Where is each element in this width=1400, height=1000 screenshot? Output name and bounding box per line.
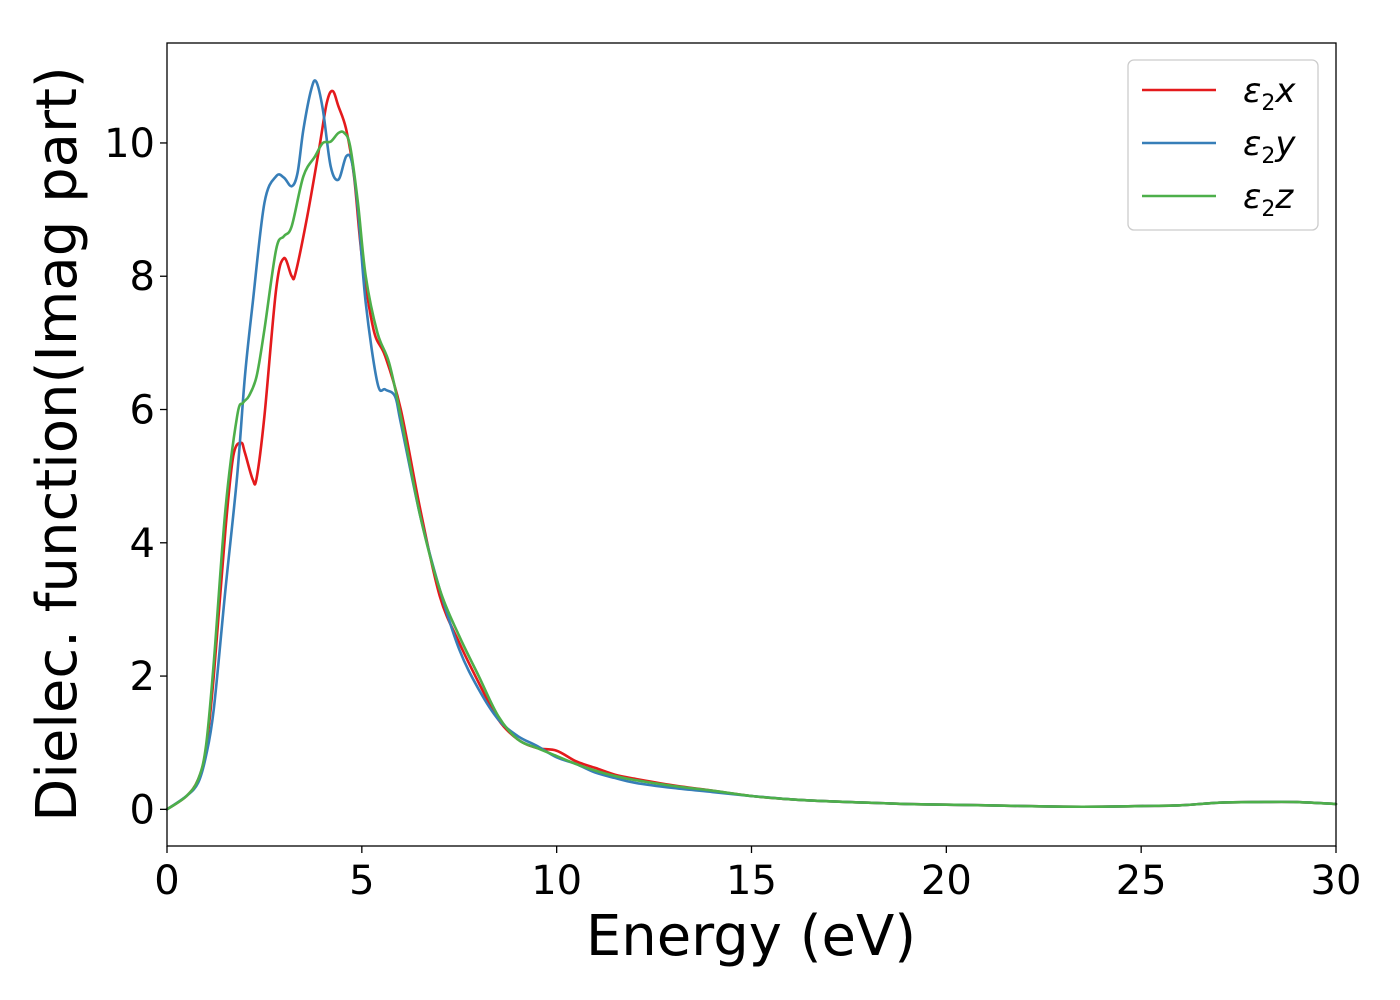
legend: ε2x ε2y ε2z (1127, 59, 1319, 231)
x-tick-label: 30 (1311, 858, 1362, 904)
x-tick-label: 15 (726, 858, 777, 904)
x-tick-label: 0 (154, 858, 179, 904)
legend-label-x: ε2x (1243, 71, 1296, 116)
legend-items: ε2x ε2y ε2z (1142, 71, 1296, 222)
legend-label-z: ε2z (1243, 177, 1294, 222)
series-line-z (165, 130, 1338, 811)
y-tick-label: 8 (130, 254, 155, 300)
x-axis-ticks: 0 5 10 15 20 25 30 (154, 846, 1361, 904)
y-tick-label: 10 (104, 121, 155, 167)
y-tick-label: 4 (130, 521, 155, 567)
y-axis-ticks: 0 2 4 6 8 10 (104, 121, 167, 833)
x-tick-label: 5 (349, 858, 374, 904)
y-axis-title: Dielec. function(Imag part) (25, 66, 90, 822)
y-tick-label: 0 (130, 787, 155, 833)
y-tick-label: 2 (130, 654, 155, 700)
legend-label-y: ε2y (1243, 124, 1296, 169)
series-layer (165, 79, 1338, 811)
legend-box (1127, 59, 1319, 231)
x-tick-label: 25 (1116, 858, 1167, 904)
x-tick-label: 20 (921, 858, 972, 904)
x-axis-title: Energy (eV) (586, 904, 916, 969)
x-tick-label: 10 (531, 858, 582, 904)
y-tick-label: 6 (130, 388, 155, 434)
